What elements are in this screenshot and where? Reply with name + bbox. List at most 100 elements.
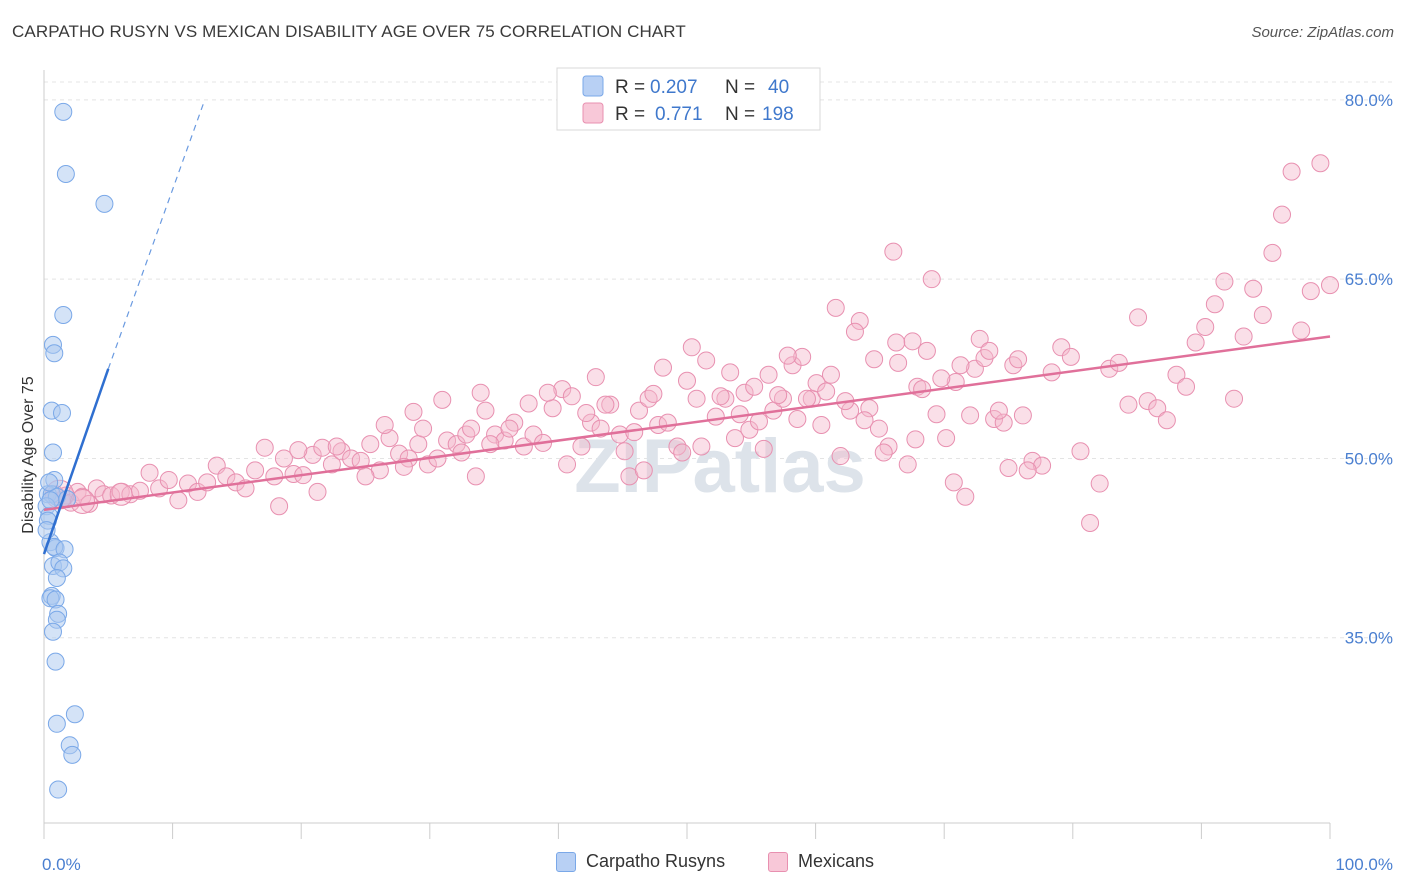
mexicans-point (1018, 461, 1037, 480)
mexicans-point (308, 482, 327, 501)
mexicans-point (1321, 276, 1339, 295)
mexicans-point (1225, 389, 1244, 408)
mexicans-point (884, 242, 903, 261)
mexicans-point (887, 333, 906, 352)
mexicans-point (1301, 282, 1320, 301)
mexicans-point (159, 470, 178, 489)
mexicans-point (409, 435, 428, 454)
mexicans-point (879, 437, 898, 456)
mexicans-point (1033, 456, 1052, 475)
x-tick-label: 0.0% (42, 855, 81, 874)
carpatho-rusyns-point (41, 491, 60, 510)
legend-r-value-2: 0.771 (655, 104, 703, 125)
mexicans-point (1263, 243, 1282, 262)
legend-r-value-1: 0.207 (650, 77, 698, 98)
source-label: Source: ZipAtlas.com (1251, 24, 1394, 41)
legend-label-mexicans: Mexicans (798, 851, 875, 871)
mexicans-point (778, 346, 797, 365)
carpatho-rusyns-trend-extension (107, 99, 206, 370)
carpatho-rusyns-point (49, 780, 68, 799)
carpatho-rusyns-point (44, 622, 63, 641)
mexicans-point (687, 389, 706, 408)
mexicans-point (1167, 365, 1186, 384)
mexicans-point (932, 369, 951, 388)
mexicans-point (255, 438, 274, 457)
mexicans-point (989, 401, 1008, 420)
legend-swatch (556, 851, 576, 872)
mexicans-point (538, 383, 557, 402)
axes (43, 70, 1331, 839)
x-tick-labels: 0.0% 100.0% (42, 855, 1393, 874)
mexicans-point (265, 467, 284, 486)
mexicans-point (466, 467, 485, 486)
mexicans-point (586, 368, 605, 387)
mexicans-point (1013, 406, 1032, 425)
mexicans-point-cluster (109, 482, 133, 506)
mexicans-point (682, 338, 701, 357)
mexicans-point (956, 487, 975, 506)
mexicans-point (1253, 306, 1272, 325)
y-tick-labels: 35.0% 50.0% 65.0% 80.0% (1345, 91, 1393, 648)
mexicans-point (697, 351, 716, 370)
mexicans-point (788, 410, 807, 429)
carpatho-rusyns-point (63, 745, 82, 764)
mexicans-point (944, 473, 963, 492)
mexicans-point (658, 413, 677, 432)
mexicans-point (303, 445, 322, 464)
y-tick-label: 35.0% (1345, 629, 1393, 648)
mexicans-point (1282, 162, 1301, 181)
carpatho-rusyns-point (54, 306, 73, 325)
y-tick-label: 50.0% (1345, 449, 1393, 468)
mexicans-point (917, 341, 936, 360)
mexicans-point (922, 270, 941, 289)
mexicans-point (1157, 411, 1176, 430)
mexicans-point (577, 404, 596, 423)
mexicans-point (970, 329, 989, 348)
mexicans-point (1273, 205, 1292, 224)
watermark: ZIPatlas (574, 424, 865, 509)
mexicans-point (553, 380, 572, 399)
mexicans-point (797, 389, 816, 408)
mexicans-point (322, 455, 341, 474)
mexicans-point (1071, 442, 1090, 461)
legend-n-label-1: N = (725, 77, 755, 98)
mexicans-point (769, 386, 788, 405)
mexicans-point (375, 415, 394, 434)
grid-lines (44, 81, 1395, 639)
mexicans-point (601, 395, 620, 414)
mexicans-point (1009, 350, 1028, 369)
mexicans-point (889, 353, 908, 372)
carpatho-rusyns-points (37, 102, 114, 799)
mexicans-point (673, 443, 692, 462)
carpatho-rusyns-point (95, 194, 114, 213)
mexicans-point (706, 407, 725, 426)
carpatho-rusyns-point (47, 714, 66, 733)
legend-item-mexicans: Mexicans (768, 851, 874, 872)
mexicans-point (721, 363, 740, 382)
mexicans-point (845, 322, 864, 341)
carpatho-rusyns-point (56, 164, 75, 183)
mexicans-point (1129, 308, 1148, 327)
mexicans-point (831, 447, 850, 466)
legend-swatch (768, 851, 788, 872)
y-tick-label: 65.0% (1345, 270, 1393, 289)
mexicans-point (759, 365, 778, 384)
legend-n-label-2: N = (725, 104, 755, 125)
mexicans-point (716, 389, 735, 408)
series-legend: Carpatho Rusyns Mexicans (0, 851, 1406, 879)
mexicans-trend-line (43, 335, 1331, 512)
mexicans-point (754, 439, 773, 458)
mexicans-point (826, 298, 845, 317)
mexicans-point (1196, 317, 1215, 336)
mexicans-point (1023, 451, 1042, 470)
mexicans-point (1148, 399, 1167, 418)
mexicans-point (985, 410, 1004, 429)
mexicans-point (1244, 279, 1263, 298)
mexicans-point (1138, 392, 1157, 411)
legend-swatch-carpatho-rusyns (582, 75, 604, 97)
mexicans-point (951, 356, 970, 375)
mexicans-point (1177, 377, 1196, 396)
mexicans-point (418, 455, 437, 474)
mexicans-point (817, 382, 836, 401)
